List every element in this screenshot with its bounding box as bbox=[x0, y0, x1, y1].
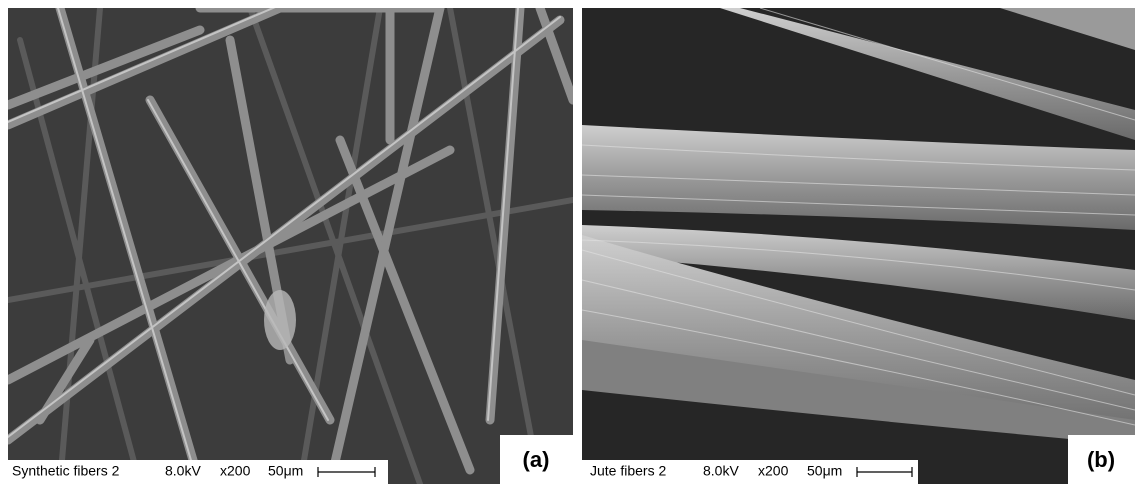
sem-image-synthetic bbox=[8, 5, 573, 484]
sample-name: Jute fibers 2 bbox=[590, 463, 666, 479]
sample-name: Synthetic fibers 2 bbox=[12, 463, 120, 479]
panel-label: (a) bbox=[523, 447, 550, 472]
panel-label: (b) bbox=[1087, 447, 1115, 472]
magnification: x200 bbox=[758, 463, 789, 479]
figure: Synthetic fibers 2 8.0kV x200 50μm (a) J… bbox=[0, 0, 1135, 486]
sem-image-jute bbox=[582, 8, 1135, 484]
scale-text: 50μm bbox=[807, 463, 842, 479]
magnification: x200 bbox=[220, 463, 251, 479]
voltage: 8.0kV bbox=[165, 463, 201, 479]
scale-text: 50μm bbox=[268, 463, 303, 479]
voltage: 8.0kV bbox=[703, 463, 739, 479]
